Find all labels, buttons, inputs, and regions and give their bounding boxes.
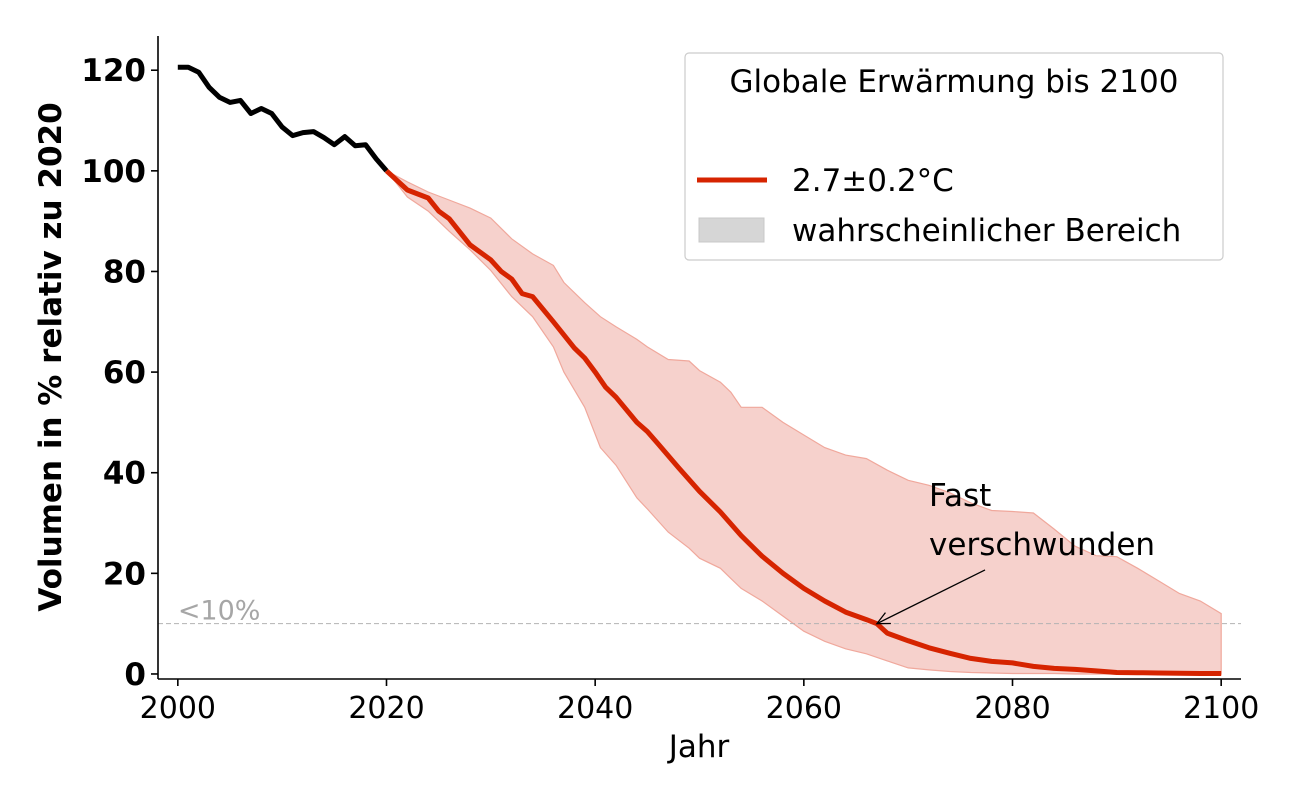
- y-axis-label: Volumen in % relativ zu 2020: [33, 102, 69, 611]
- legend-entry-label-0: 2.7±0.2°C: [792, 163, 954, 199]
- threshold-label: <10%: [178, 596, 261, 627]
- x-tick-label: 2040: [557, 691, 633, 726]
- y-tick-label: 0: [124, 657, 146, 693]
- annotation-arrowhead-icon: [875, 612, 891, 625]
- likely-range-band: [386, 170, 1222, 675]
- y-axis-ticks: 0 20 40 60 80 100 120: [81, 53, 158, 693]
- legend: Globale Erwärmung bis 2100 2.7±0.2°C wah…: [684, 52, 1224, 261]
- likely-range-band-layer: [386, 170, 1222, 675]
- y-tick-label: 20: [103, 556, 146, 592]
- x-tick-label: 2020: [348, 691, 424, 726]
- historical-line: [177, 64, 389, 173]
- x-axis-ticks: 2000 2020 2040 2060 2080 2100: [140, 679, 1259, 726]
- x-axis-label: Jahr: [667, 729, 730, 765]
- x-tick-label: 2060: [766, 691, 842, 726]
- annotation-arrow: [876, 569, 986, 625]
- y-tick-label: 60: [103, 355, 146, 391]
- legend-title: Globale Erwärmung bis 2100: [730, 64, 1179, 100]
- y-tick-label: 100: [81, 154, 146, 190]
- x-tick-label: 2080: [974, 691, 1050, 726]
- legend-frame: [684, 52, 1224, 261]
- legend-patch-swatch: [698, 217, 765, 243]
- y-tick-label: 120: [81, 53, 146, 89]
- annotation: Fast verschwunden: [875, 478, 1155, 625]
- legend-entry-label-1: wahrscheinlicher Bereich: [792, 213, 1181, 249]
- y-tick-label: 40: [103, 456, 146, 492]
- series-layer: [177, 64, 1222, 676]
- y-tick-label: 80: [103, 254, 146, 290]
- annotation-text-line2: verschwunden: [929, 527, 1155, 563]
- annotation-text-line1: Fast: [929, 478, 991, 514]
- x-tick-label: 2100: [1183, 691, 1259, 726]
- projection-line: [384, 168, 1222, 676]
- x-tick-label: 2000: [140, 691, 216, 726]
